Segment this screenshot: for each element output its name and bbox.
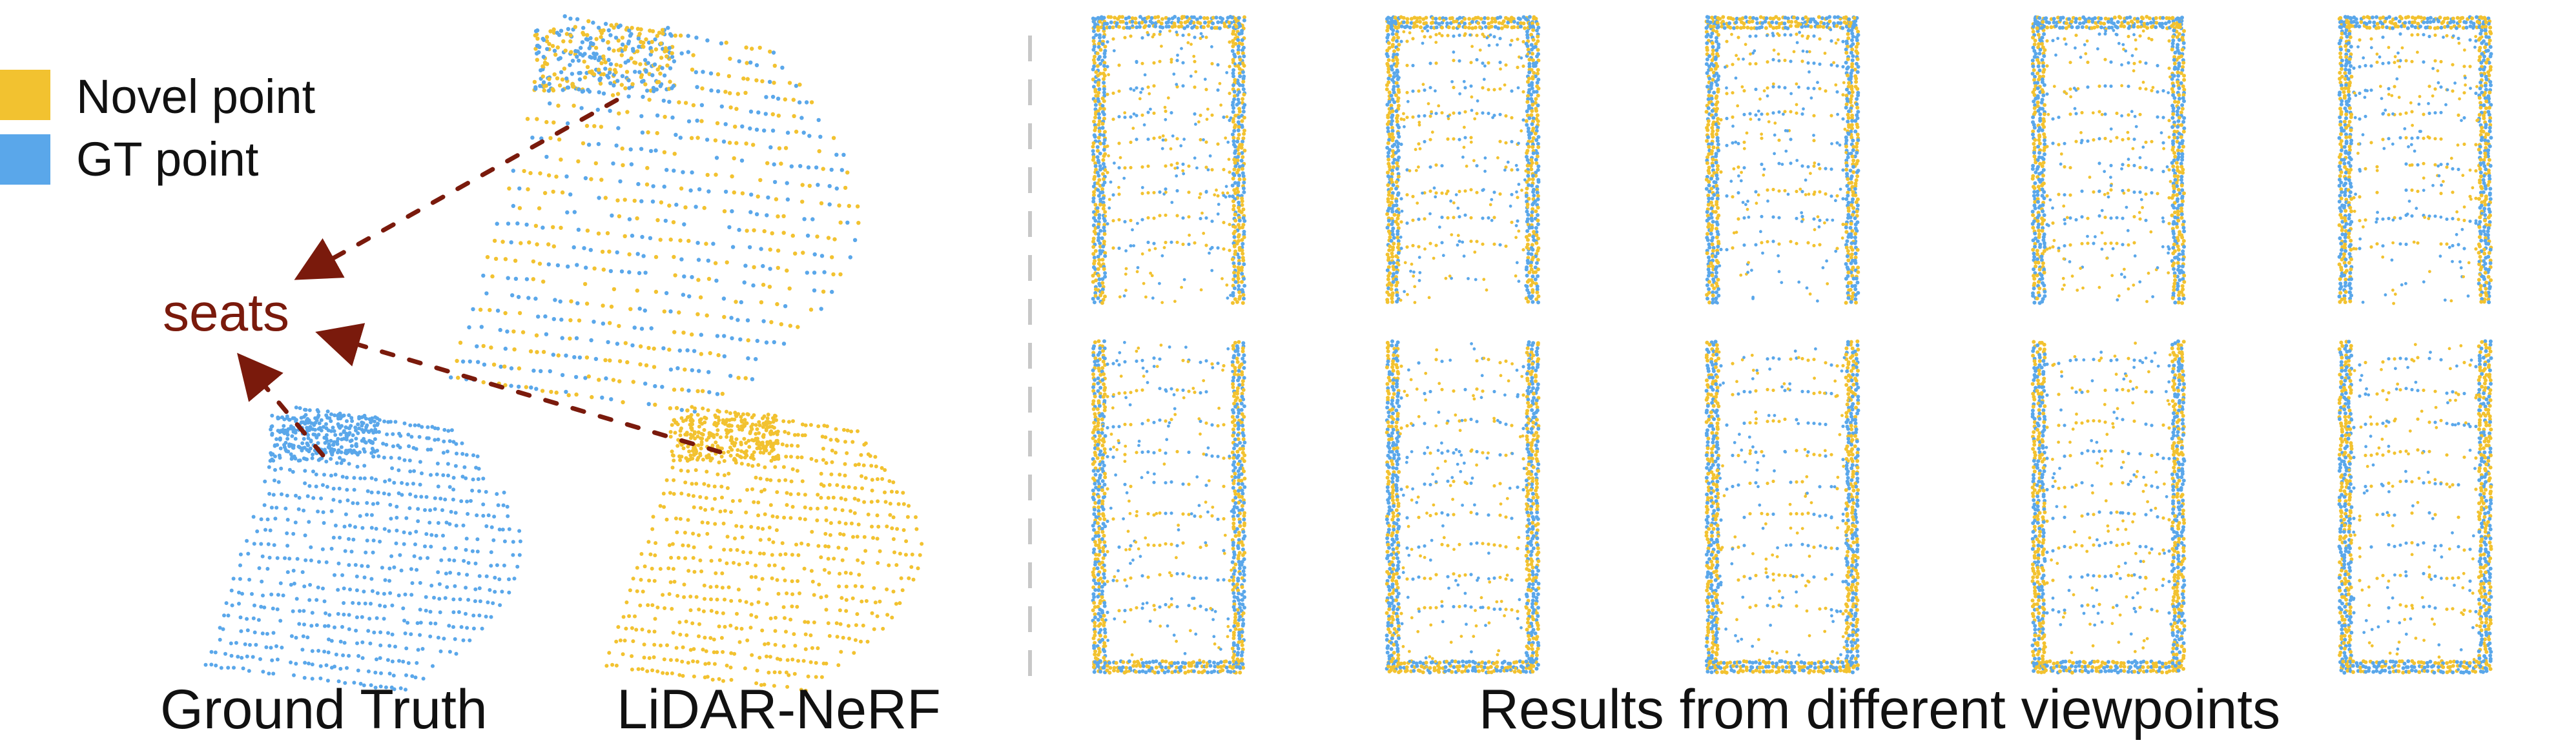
- seat-arrow-upper: [294, 97, 619, 280]
- caption-lidar-nerf: LiDAR-NeRF: [617, 679, 941, 741]
- viewpoint-car-3: [1704, 15, 1860, 675]
- viewpoint-car-1: [1091, 15, 1247, 675]
- viewpoint-car-5: [2337, 15, 2493, 675]
- seat-arrow-lower: [236, 353, 325, 458]
- viewpoint-car-2: [1385, 15, 1541, 675]
- viewpoint-results: [1091, 15, 2493, 675]
- caption-viewpoints: Results from different viewpoints: [1479, 679, 2280, 741]
- seats-label: seats: [163, 283, 289, 342]
- legend-label-gt: GT point: [76, 132, 259, 186]
- caption-ground-truth: Ground Truth: [160, 679, 488, 741]
- seat-arrows: [236, 97, 723, 458]
- legend: Novel point GT point: [0, 70, 316, 186]
- point-cloud-lidar-nerf: [604, 405, 924, 693]
- legend-label-novel: Novel point: [76, 70, 316, 123]
- viewpoint-car-4: [2030, 15, 2187, 675]
- point-cloud-lidar-nerf-mixed: [449, 14, 861, 414]
- legend-swatch-novel: [0, 70, 50, 120]
- point-cloud-ground-truth: [203, 405, 522, 692]
- seat-arrow-middle: [315, 323, 723, 455]
- legend-swatch-gt: [0, 134, 50, 185]
